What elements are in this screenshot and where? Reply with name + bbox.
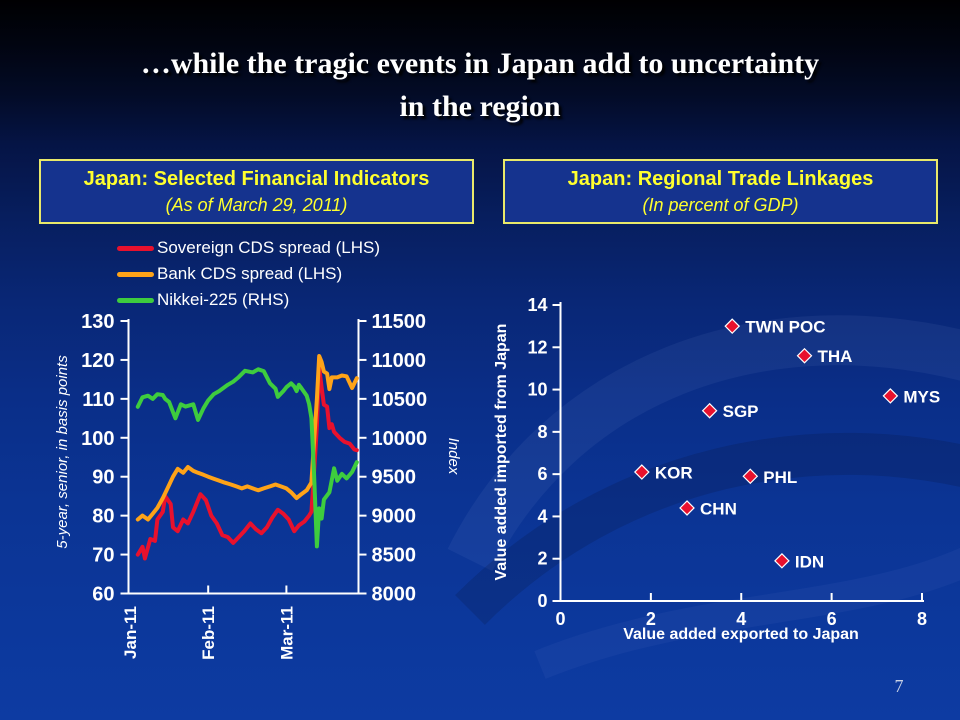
legend-swatch: [117, 245, 154, 251]
legend-swatch: [117, 297, 154, 303]
scatter-x-tick-label: 2: [646, 609, 656, 629]
left-axis-tick-label: 120: [81, 350, 114, 372]
scatter-diamond-marker: [796, 347, 813, 364]
swirl-arc-lower: [534, 547, 960, 679]
left-chart-header-box: Japan: Selected Financial Indicators (As…: [39, 159, 474, 224]
swirl-arc-upper: [447, 315, 960, 572]
x-axis-tick-label: Feb-11: [199, 606, 218, 660]
scatter-x-tick-label: 8: [917, 609, 927, 629]
scatter-y-axis-title: Value added imported from Japan: [493, 324, 510, 581]
left-chart-header-subtitle: (As of March 29, 2011): [165, 195, 348, 215]
left-axis-tick-label: 90: [92, 467, 114, 489]
scatter-diamond-marker: [633, 464, 650, 480]
right-chart-header-title: Japan: Regional Trade Linkages: [567, 168, 874, 190]
left-axis-tick-label: 100: [81, 428, 114, 450]
left-axis-tick-label: 80: [92, 506, 114, 528]
legend-label: Nikkei-225 (RHS): [157, 290, 290, 309]
scatter-x-tick-label: 6: [827, 609, 837, 629]
scatter-diamond-marker: [882, 388, 899, 404]
slide-title: …while the tragic events in Japan add to…: [0, 42, 960, 128]
scatter-x-tick-label: 0: [555, 609, 565, 629]
scatter-point-label: IDN: [795, 552, 824, 571]
page-number: 7: [894, 676, 904, 696]
series-line-2: [135, 367, 359, 549]
left-axis-tick-label: 130: [81, 311, 114, 333]
slide-title-line2: in the region: [399, 90, 561, 123]
legend-swatch: [117, 271, 154, 277]
slide-title-line1: …while the tragic events in Japan add to…: [140, 47, 820, 80]
right-axis-tick-label: 10000: [372, 428, 428, 450]
legend-item: Sovereign CDS spread (LHS): [117, 235, 380, 261]
scatter-y-tick-label: 12: [527, 337, 547, 357]
right-axis-tick-label: 9000: [372, 506, 417, 528]
x-axis-tick-label: Jan-11: [121, 606, 140, 659]
scatter-diamond-marker: [679, 500, 695, 516]
left-axis-title: 5-year, senior, in basis points: [54, 355, 71, 549]
scatter-point-label: SGP: [723, 402, 759, 421]
legend-item: Bank CDS spread (LHS): [117, 261, 380, 287]
right-axis-tick-label: 8000: [372, 584, 417, 606]
right-chart-header-subtitle: (In percent of GDP): [642, 195, 799, 215]
left-axis-tick-label: 60: [92, 584, 114, 606]
scatter-diamond-marker: [724, 318, 741, 334]
scatter-point-label: CHN: [700, 499, 737, 518]
scatter-x-tick-label: 4: [736, 609, 746, 629]
right-axis-tick-label: 11000: [372, 350, 427, 372]
scatter-diamond-marker: [774, 552, 790, 569]
left-chart-legend: Sovereign CDS spread (LHS) Bank CDS sprea…: [117, 235, 380, 313]
legend-label: Bank CDS spread (LHS): [157, 264, 343, 283]
scatter-y-tick-label: 14: [527, 295, 547, 315]
scatter-y-tick-label: 8: [537, 422, 547, 442]
scatter-y-tick-label: 2: [537, 549, 547, 569]
swirl-arc-middle: [455, 432, 960, 625]
right-axis-tick-label: 10500: [372, 389, 428, 411]
scatter-diamond-marker: [701, 402, 718, 419]
scatter-point-label: MYS: [903, 387, 940, 406]
scatter-point-label: KOR: [655, 464, 693, 483]
legend-label: Sovereign CDS spread (LHS): [157, 238, 380, 257]
legend-item: Nikkei-225 (RHS): [117, 287, 380, 313]
left-axis-tick-label: 110: [82, 389, 114, 411]
scatter-point-label: TWN POC: [745, 318, 825, 337]
scatter-y-tick-label: 10: [527, 380, 547, 400]
right-axis-title: Index: [445, 438, 462, 475]
scatter-y-tick-label: 4: [537, 506, 547, 526]
left-chart-header-title: Japan: Selected Financial Indicators: [83, 168, 430, 190]
scatter-y-tick-label: 0: [537, 591, 547, 611]
series-line-0: [135, 365, 359, 561]
right-axis-tick-label: 9500: [372, 467, 417, 489]
right-chart-header-box: Japan: Regional Trade Linkages (In perce…: [503, 159, 938, 224]
scatter-y-tick-label: 6: [537, 464, 547, 484]
scatter-diamond-marker: [742, 468, 759, 485]
left-axis-tick-label: 70: [92, 545, 114, 567]
right-axis-tick-label: 8500: [372, 545, 417, 567]
scatter-x-axis-title: Value added exported to Japan: [623, 626, 859, 643]
right-axis-tick-label: 11500: [372, 311, 427, 333]
scatter-point-label: PHL: [763, 468, 797, 487]
series-line-1: [135, 354, 359, 522]
x-axis-tick-label: Mar-11: [277, 606, 296, 660]
scatter-point-label: THA: [818, 347, 853, 366]
